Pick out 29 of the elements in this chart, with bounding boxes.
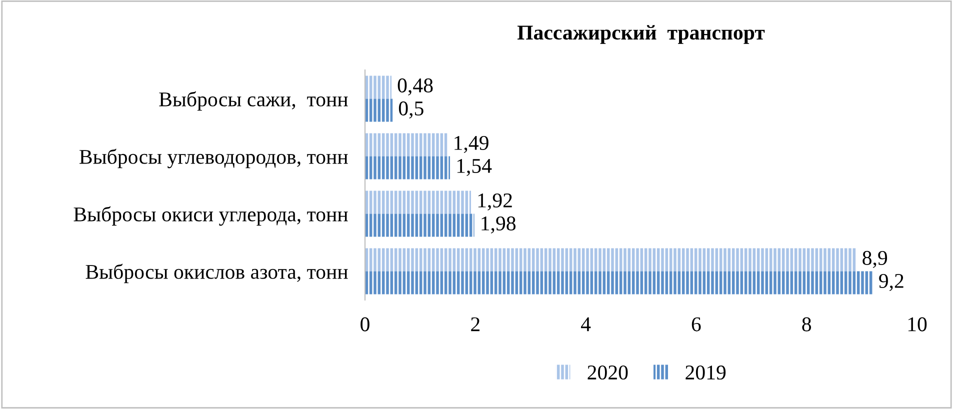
y-tick-label: Выбросы сажи, тонн: [159, 91, 348, 111]
legend-label: 2020: [588, 365, 628, 380]
data-label: 1,54: [457, 159, 492, 176]
data-label: 1,98: [482, 216, 516, 234]
x-tick-label: 8: [802, 317, 812, 332]
bar: [365, 190, 471, 214]
legend-label: 2019: [686, 365, 726, 380]
bar: [365, 214, 474, 237]
bar: [365, 156, 450, 180]
x-tick-label: 2: [471, 317, 480, 332]
x-tick-label: 4: [581, 317, 591, 332]
data-label: 1,49: [454, 136, 488, 153]
bar: [365, 133, 448, 156]
chart-title: Пассажирский транспорт: [517, 25, 765, 44]
data-label: 0,5: [398, 101, 424, 118]
y-tick-label: Выбросы углеводородов, тонн: [80, 148, 348, 168]
bar: [365, 248, 856, 272]
bar: [365, 271, 873, 294]
data-label: 8,9: [862, 250, 888, 268]
y-tick-label: Выбросы окислов азота, тонн: [86, 264, 348, 284]
bar: [365, 76, 392, 99]
x-tick-label: 6: [692, 317, 701, 332]
x-tick-label: 0: [360, 317, 370, 332]
data-label: 1,92: [478, 193, 512, 210]
data-label: 0,48: [398, 78, 433, 96]
y-tick-label: Выбросы окиси углерода, тонн: [74, 206, 348, 226]
bar: [365, 98, 393, 122]
x-tick-label: 10: [908, 317, 927, 332]
data-label: 9,2: [879, 274, 904, 291]
